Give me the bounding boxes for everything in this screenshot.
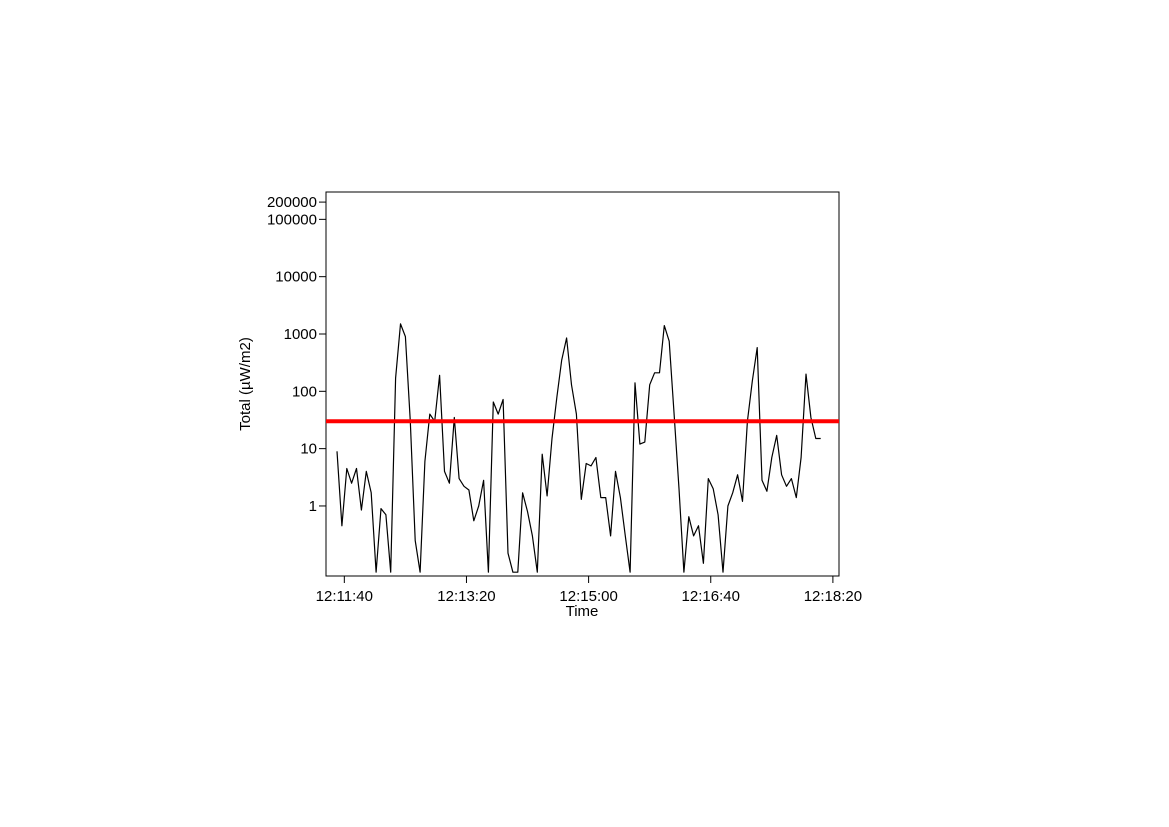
- x-axis-ticks: 12:11:40 12:13:20 12:15:00 12:16:40 12:18:20: [316, 576, 862, 605]
- y-axis-title: Total (µW/m2): [237, 337, 254, 431]
- y-tick-label: 10: [300, 441, 317, 458]
- x-tick-label: 12:15:00: [559, 588, 617, 605]
- y-tick-label: 1000: [284, 326, 317, 343]
- series-line: [336, 323, 821, 573]
- y-tick-label: 100: [292, 383, 317, 400]
- x-tick-label: 12:16:40: [682, 588, 740, 605]
- y-tick-label: 200000: [267, 194, 317, 211]
- x-tick-label: 12:18:20: [804, 588, 862, 605]
- y-tick-label: 100000: [267, 211, 317, 228]
- y-tick-label: 10000: [275, 269, 317, 286]
- y-tick-label: 1: [309, 498, 317, 515]
- x-axis-title: Time: [566, 603, 599, 620]
- x-tick-label: 12:11:40: [316, 588, 373, 605]
- plot-frame: [325, 191, 840, 577]
- x-tick-label: 12:13:20: [437, 588, 495, 605]
